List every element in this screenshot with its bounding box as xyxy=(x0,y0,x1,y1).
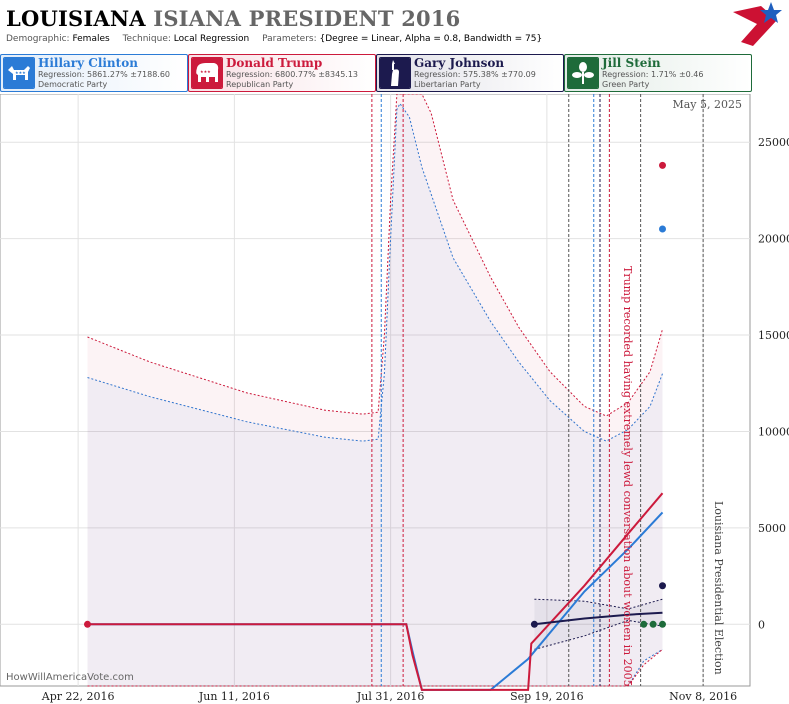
page-title: LOUISIANA ISIANA PRESIDENT 2016 xyxy=(6,6,460,31)
candidate-name: Jill Stein xyxy=(602,56,661,70)
candidate-regression: Regression: 575.38% ±770.09 xyxy=(414,70,536,79)
x-tick-label: Sep 19, 2016 xyxy=(510,690,584,703)
event-annotation: Trump recorded having extremely lewd con… xyxy=(621,266,634,687)
series-end-dot xyxy=(659,620,666,628)
candidate-legend: ★★★ Hillary Clinton Regression: 5861.27%… xyxy=(0,54,789,92)
technique-value: Local Regression xyxy=(173,34,250,44)
candidate-regression: Regression: 5861.27% ±7188.60 xyxy=(38,70,171,79)
confidence-band xyxy=(87,103,663,687)
y-tick-label: 20000 xyxy=(758,233,789,246)
x-tick-label: Jun 11, 2016 xyxy=(198,690,270,703)
stars-and-stripes-logo-icon[interactable] xyxy=(731,2,783,48)
watermark: HowWillAmericaVote.com xyxy=(6,672,134,683)
event-annotation: Louisiana Presidential Election xyxy=(712,501,725,675)
demographic-value: Females xyxy=(72,34,110,44)
candidate-card-stein[interactable]: Jill Stein Regression: 1.71% ±0.46 Green… xyxy=(564,54,752,92)
technique-label: Technique: xyxy=(122,34,171,44)
parameters-label: Parameters: xyxy=(262,34,317,44)
y-tick-label: 5000 xyxy=(758,522,786,535)
title-state: LOUISIANA xyxy=(6,6,146,31)
x-tick-label: Jul 31, 2016 xyxy=(356,690,425,703)
candidate-card-johnson[interactable]: Gary Johnson Regression: 575.38% ±770.09… xyxy=(376,54,564,92)
y-tick-label: 10000 xyxy=(758,425,789,438)
band-lower xyxy=(87,648,663,687)
parameters-line: Demographic: Females Technique: Local Re… xyxy=(6,34,542,44)
data-point xyxy=(530,620,538,628)
svg-text:★★★: ★★★ xyxy=(15,70,26,75)
x-tick-label: Apr 22, 2016 xyxy=(41,690,115,703)
candidate-party: Democratic Party xyxy=(38,80,108,89)
data-point xyxy=(640,620,648,628)
elephant-icon: ★★★ xyxy=(191,57,223,89)
plot-area xyxy=(0,94,751,687)
date-label: May 5, 2025 xyxy=(672,98,742,111)
candidate-name: Gary Johnson xyxy=(414,56,505,70)
y-tick-label: 25000 xyxy=(758,136,789,149)
x-tick-label: Nov 8, 2016 xyxy=(669,690,737,703)
candidate-regression: Regression: 1.71% ±0.46 xyxy=(602,70,704,79)
statue-of-liberty-icon xyxy=(379,57,411,89)
candidate-card-clinton[interactable]: ★★★ Hillary Clinton Regression: 5861.27%… xyxy=(0,54,188,92)
demographic-label: Demographic: xyxy=(6,34,70,44)
y-tick-label: 15000 xyxy=(758,329,789,342)
candidate-party: Libertarian Party xyxy=(414,80,481,89)
data-point xyxy=(84,620,91,628)
band-upper xyxy=(87,94,663,417)
band-lower xyxy=(87,649,663,687)
chart: Apr 22, 2016 Jun 11, 2016 Jul 31, 2016 Sep … xyxy=(0,94,789,703)
donkey-icon: ★★★ xyxy=(3,57,35,89)
candidate-name: Hillary Clinton xyxy=(38,56,138,70)
series-end-dot xyxy=(659,161,666,169)
confidence-band xyxy=(87,94,663,686)
series-line xyxy=(87,492,664,691)
leaf-flower-icon xyxy=(567,57,599,89)
header: LOUISIANA ISIANA PRESIDENT 2016 Demograp… xyxy=(0,0,789,48)
candidate-party: Green Party xyxy=(602,80,650,89)
data-point xyxy=(649,620,657,628)
y-tick-label: 0 xyxy=(758,618,765,631)
series-line xyxy=(534,611,663,626)
band-upper xyxy=(87,102,663,442)
series-end-dot xyxy=(659,225,666,233)
svg-text:★★★: ★★★ xyxy=(200,69,211,74)
band-lower xyxy=(534,619,663,650)
candidate-card-trump[interactable]: ★★★ Donald Trump Regression: 6800.77% ±8… xyxy=(188,54,376,92)
candidate-party: Republican Party xyxy=(226,80,294,89)
band-upper xyxy=(534,598,663,610)
parameters-value: {Degree = Linear, Alpha = 0.8, Bandwidth… xyxy=(319,34,543,44)
candidate-name: Donald Trump xyxy=(226,56,323,70)
title-suffix: ISIANA PRESIDENT 2016 xyxy=(153,6,461,31)
candidate-regression: Regression: 6800.77% ±8345.13 xyxy=(226,70,359,79)
series-end-dot xyxy=(659,582,666,590)
